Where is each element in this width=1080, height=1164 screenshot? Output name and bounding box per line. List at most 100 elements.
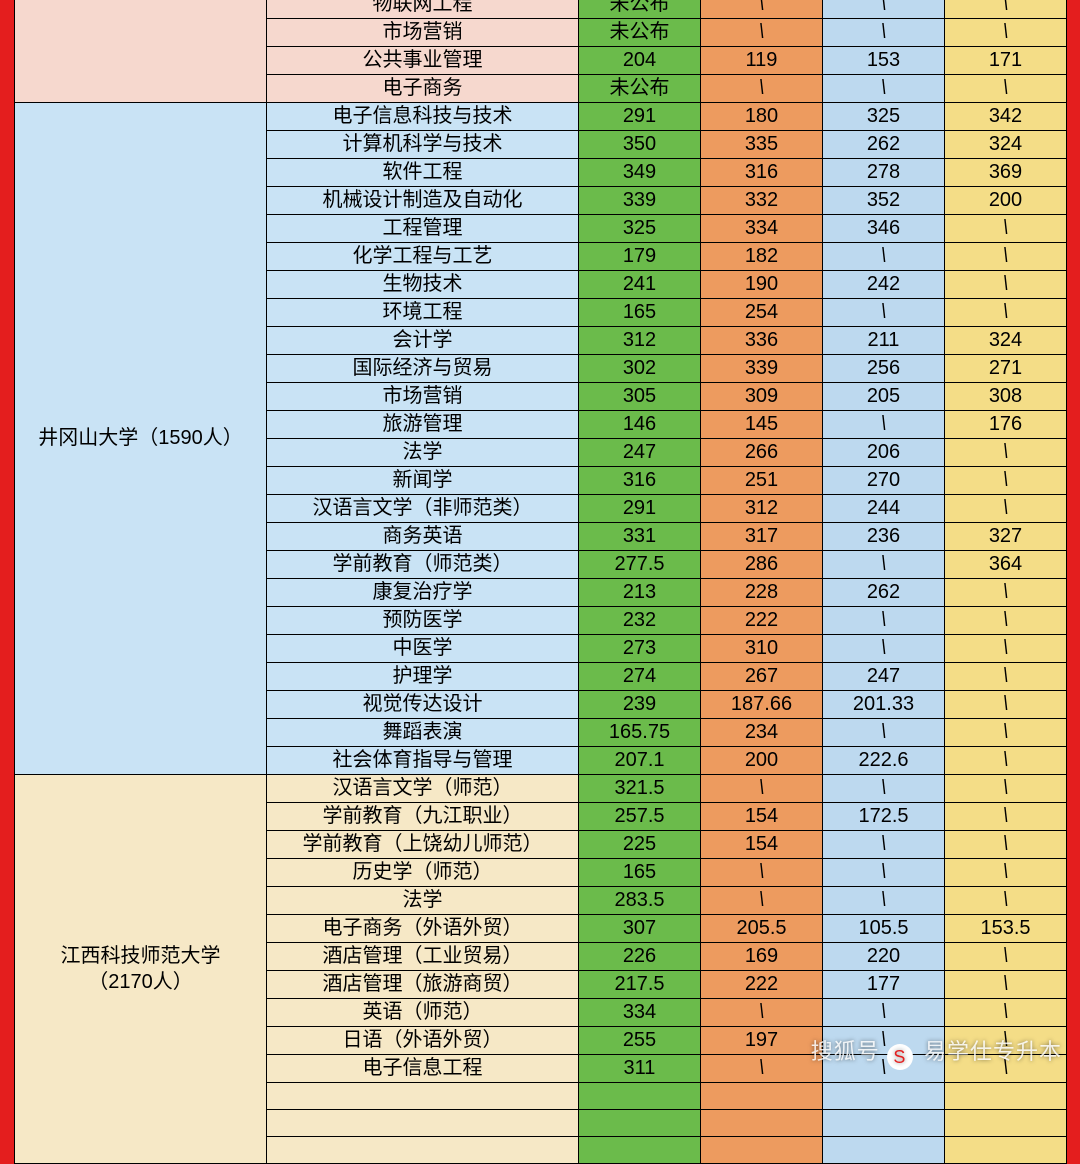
- score-d-cell: 327: [945, 523, 1067, 551]
- score-a-cell: 305: [579, 383, 701, 411]
- score-c-cell: 236: [823, 523, 945, 551]
- score-d-cell: 369: [945, 159, 1067, 187]
- score-b-cell: 182: [701, 243, 823, 271]
- score-c-cell: 153: [823, 47, 945, 75]
- score-b-cell: 190: [701, 271, 823, 299]
- major-cell: [267, 1137, 579, 1164]
- score-d-cell: \: [945, 579, 1067, 607]
- score-a-cell: 311: [579, 1055, 701, 1083]
- score-b-cell: \: [701, 859, 823, 887]
- score-c-cell: [823, 1110, 945, 1137]
- score-c-cell: \: [823, 999, 945, 1027]
- score-c-cell: 256: [823, 355, 945, 383]
- score-b-cell: 119: [701, 47, 823, 75]
- score-b-cell: 200: [701, 747, 823, 775]
- score-c-cell: \: [823, 411, 945, 439]
- table-row: 物联网工程未公布\\\: [15, 0, 1067, 19]
- score-b-cell: \: [701, 887, 823, 915]
- score-a-cell: 165: [579, 859, 701, 887]
- score-d-cell: \: [945, 215, 1067, 243]
- major-cell: 英语（师范）: [267, 999, 579, 1027]
- score-d-cell: \: [945, 75, 1067, 103]
- score-b-cell: 169: [701, 943, 823, 971]
- score-d-cell: 176: [945, 411, 1067, 439]
- score-a-cell: [579, 1137, 701, 1164]
- score-a-cell: 350: [579, 131, 701, 159]
- score-c-cell: 211: [823, 327, 945, 355]
- score-a-cell: 316: [579, 467, 701, 495]
- score-a-cell: 331: [579, 523, 701, 551]
- score-d-cell: \: [945, 19, 1067, 47]
- score-c-cell: 244: [823, 495, 945, 523]
- major-cell: 电子信息科技与技术: [267, 103, 579, 131]
- score-a-cell: 179: [579, 243, 701, 271]
- major-cell: 会计学: [267, 327, 579, 355]
- major-cell: 法学: [267, 887, 579, 915]
- score-a-cell: 217.5: [579, 971, 701, 999]
- major-cell: 公共事业管理: [267, 47, 579, 75]
- score-c-cell: 262: [823, 579, 945, 607]
- score-b-cell: 334: [701, 215, 823, 243]
- score-c-cell: \: [823, 0, 945, 19]
- score-a-cell: 277.5: [579, 551, 701, 579]
- score-b-cell: 309: [701, 383, 823, 411]
- score-b-cell: [701, 1137, 823, 1164]
- score-d-cell: 324: [945, 131, 1067, 159]
- score-b-cell: 317: [701, 523, 823, 551]
- major-cell: 电子商务: [267, 75, 579, 103]
- major-cell: 新闻学: [267, 467, 579, 495]
- score-a-cell: 274: [579, 663, 701, 691]
- score-c-cell: [823, 1137, 945, 1164]
- score-c-cell: \: [823, 859, 945, 887]
- major-cell: 学前教育（九江职业）: [267, 803, 579, 831]
- score-a-cell: 307: [579, 915, 701, 943]
- major-cell: 商务英语: [267, 523, 579, 551]
- major-cell: 软件工程: [267, 159, 579, 187]
- score-b-cell: 254: [701, 299, 823, 327]
- score-d-cell: 364: [945, 551, 1067, 579]
- major-cell: 学前教育（上饶幼儿师范）: [267, 831, 579, 859]
- score-b-cell: 234: [701, 719, 823, 747]
- score-b-cell: 154: [701, 803, 823, 831]
- score-d-cell: \: [945, 607, 1067, 635]
- major-cell: 法学: [267, 439, 579, 467]
- score-d-cell: \: [945, 635, 1067, 663]
- score-c-cell: 242: [823, 271, 945, 299]
- major-cell: 电子信息工程: [267, 1055, 579, 1083]
- score-c-cell: 222.6: [823, 747, 945, 775]
- score-b-cell: 312: [701, 495, 823, 523]
- score-a-cell: 247: [579, 439, 701, 467]
- major-cell: 计算机科学与技术: [267, 131, 579, 159]
- score-d-cell: 171: [945, 47, 1067, 75]
- score-b-cell: 251: [701, 467, 823, 495]
- score-b-cell: [701, 1083, 823, 1110]
- score-a-cell: 146: [579, 411, 701, 439]
- score-d-cell: \: [945, 467, 1067, 495]
- score-a-cell: 165.75: [579, 719, 701, 747]
- score-b-cell: 145: [701, 411, 823, 439]
- score-a-cell: 255: [579, 1027, 701, 1055]
- score-a-cell: [579, 1110, 701, 1137]
- score-a-cell: 325: [579, 215, 701, 243]
- score-d-cell: \: [945, 719, 1067, 747]
- score-d-cell: \: [945, 299, 1067, 327]
- major-cell: 日语（外语外贸）: [267, 1027, 579, 1055]
- score-b-cell: \: [701, 999, 823, 1027]
- score-a-cell: 207.1: [579, 747, 701, 775]
- major-cell: 康复治疗学: [267, 579, 579, 607]
- score-d-cell: \: [945, 775, 1067, 803]
- major-cell: 护理学: [267, 663, 579, 691]
- major-cell: 工程管理: [267, 215, 579, 243]
- score-d-cell: [945, 1137, 1067, 1164]
- score-c-cell: 325: [823, 103, 945, 131]
- major-cell: 视觉传达设计: [267, 691, 579, 719]
- major-cell: 物联网工程: [267, 0, 579, 19]
- score-b-cell: 339: [701, 355, 823, 383]
- score-b-cell: 286: [701, 551, 823, 579]
- score-d-cell: [945, 1110, 1067, 1137]
- major-cell: 国际经济与贸易: [267, 355, 579, 383]
- score-c-cell: 352: [823, 187, 945, 215]
- watermark-prefix: 搜狐号: [811, 1039, 880, 1064]
- score-d-cell: \: [945, 0, 1067, 19]
- score-c-cell: 220: [823, 943, 945, 971]
